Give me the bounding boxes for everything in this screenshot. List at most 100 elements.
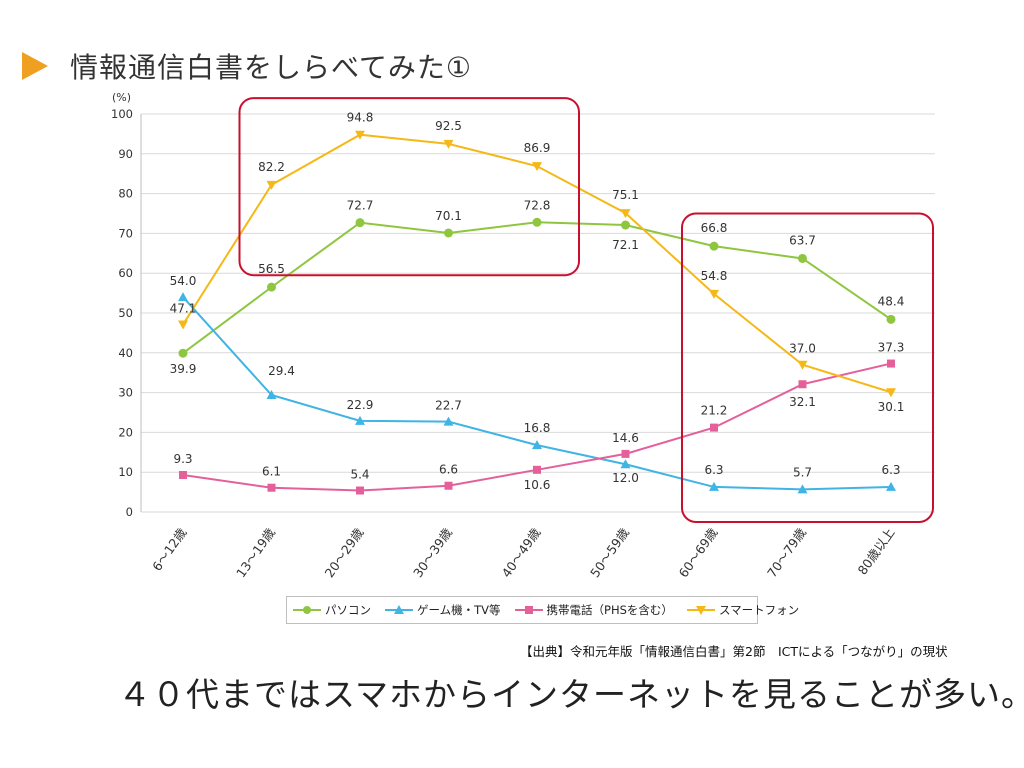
y-tick-label: 60 [118,266,133,280]
series-line-smartphone [182,133,892,394]
data-point-smartphone [266,180,277,190]
data-point-smartphone [709,289,719,299]
data-point-pc [267,282,276,292]
data-label-mobile: 14.6 [612,431,639,445]
slide-title: 情報通信白書をしらべてみた① [22,42,472,90]
y-tick-label: 10 [118,465,133,479]
data-label-game: 54.0 [170,274,197,288]
data-point-smartphone [178,320,188,330]
data-point-mobile [444,481,453,490]
y-axis-unit: (%) [112,91,131,104]
data-point-game [709,481,719,491]
data-point-game [886,481,896,491]
data-point-game [620,459,631,469]
chart-legend: パソコン ゲーム機・TV等 携帯電話（PHSを含む） スマートフォン [286,596,799,624]
data-point-smartphone [532,162,542,172]
y-tick-label: 80 [118,187,133,201]
y-tick-label: 30 [118,386,133,400]
highlight-box [681,212,934,523]
data-point-game [443,416,454,426]
legend-label: ゲーム機・TV等 [417,603,501,617]
y-tick-label: 90 [118,147,133,161]
data-label-pc: 72.8 [524,198,551,212]
data-point-pc [709,241,719,251]
series-line-pc [182,221,892,354]
legend-label: パソコン [325,603,371,617]
y-tick-label: 50 [118,306,133,320]
data-label-pc: 56.5 [258,262,285,276]
data-point-smartphone [620,209,631,219]
data-label-smartphone: 86.9 [524,141,551,155]
data-label-mobile: 37.3 [878,341,905,355]
legend-label: 携帯電話（PHSを含む） [546,603,673,617]
data-point-mobile [356,486,364,495]
data-label-game: 12.0 [612,471,639,485]
data-label-mobile: 32.1 [789,395,816,409]
x-tick-label: 60～69歳 [676,525,721,581]
data-label-game: 22.9 [347,398,374,412]
data-label-pc: 63.7 [789,233,816,247]
data-label-smartphone: 54.8 [701,269,728,283]
data-label-game: 16.8 [524,421,551,435]
data-label-pc: 70.1 [435,209,462,223]
y-tick-label: 0 [126,505,133,519]
legend-item-smartphone: スマートフォン [686,602,800,618]
x-tick-label: 30～39歳 [410,525,455,581]
x-tick-label: 6～12歳 [149,525,190,574]
legend-marker [686,606,715,615]
data-point-game [355,415,365,425]
data-point-pc [621,220,630,230]
data-label-game: 29.4 [268,364,295,378]
data-label-smartphone: 94.8 [347,111,374,125]
x-tick-label: 80歳以上 [855,525,898,577]
data-label-smartphone: 37.0 [789,342,816,356]
data-point-mobile [887,359,895,368]
data-point-smartphone [886,388,896,398]
data-label-pc: 66.8 [701,221,728,235]
title-text: 情報通信白書をしらべてみた① [70,51,472,84]
highlight-box [238,97,580,277]
legend-marker [514,606,543,614]
data-label-mobile: 6.6 [439,463,458,477]
x-tick-label: 50～59歳 [587,525,632,581]
legend-item-mobile: 携帯電話（PHSを含む） [514,602,673,618]
data-label-mobile: 21.2 [701,404,728,418]
line-chart: 0 10 20 30 40 50 60 70 80 90 100 (%) 6～12歳 13～19歳 20～2… [111,91,935,581]
data-label-mobile: 6.1 [262,465,281,479]
legend-marker [385,605,413,614]
data-point-smartphone [355,130,365,140]
data-point-mobile [179,470,187,479]
data-point-pc [798,253,807,263]
legend-label: スマートフォン [718,603,800,617]
data-point-pc [355,218,365,228]
data-point-game [266,389,277,399]
data-point-pc [886,314,896,324]
legend-marker [293,606,321,614]
data-label-game: 6.3 [704,463,723,477]
data-label-smartphone: 47.1 [170,302,197,316]
data-label-pc: 72.7 [347,199,374,213]
x-tick-label: 70～79歳 [764,525,809,581]
data-label-game: 5.7 [793,465,812,479]
data-point-mobile [267,483,276,492]
data-point-pc [532,217,542,227]
data-label-mobile: 5.4 [350,468,369,482]
data-label-smartphone: 82.2 [258,160,285,174]
y-tick-label: 20 [118,425,133,439]
data-point-game [532,440,542,450]
data-point-mobile [798,380,807,389]
data-label-smartphone: 30.1 [878,400,905,414]
source-citation: 【出典】令和元年版「情報通信白書」第2節 ICTによる「つながり」の現状 [520,644,948,659]
data-point-game [178,292,188,302]
y-tick-label: 100 [111,107,133,121]
x-tick-label: 13～19歳 [233,525,278,581]
data-point-mobile [621,449,630,458]
data-label-game: 22.7 [435,399,462,413]
x-tick-label: 40～49歳 [499,525,544,581]
data-point-pc [444,228,453,238]
data-label-pc: 72.1 [612,238,639,252]
legend-item-game: ゲーム機・TV等 [385,602,501,618]
data-point-mobile [710,423,718,432]
y-tick-label: 70 [118,226,133,240]
data-label-game: 6.3 [881,463,900,477]
